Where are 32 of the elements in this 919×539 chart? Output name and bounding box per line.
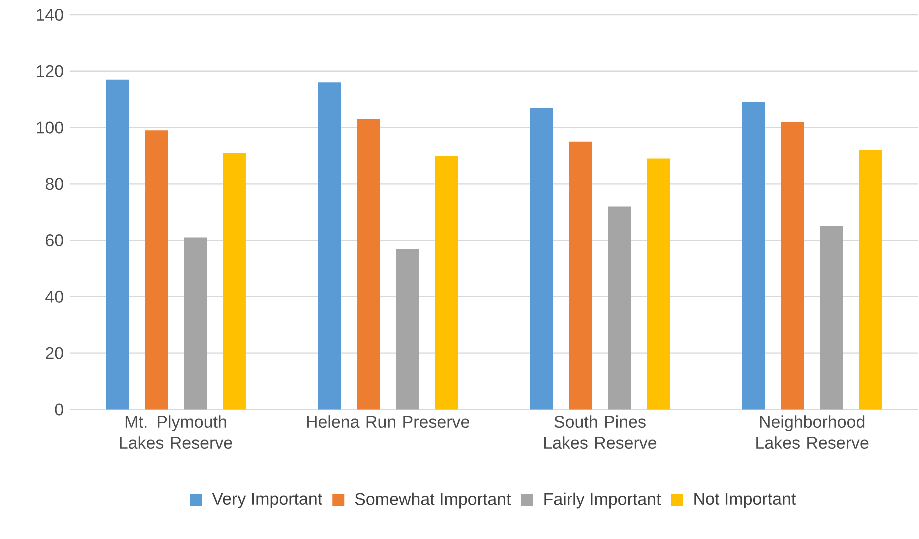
x-tick-label: Neighborhood Lakes Reserve <box>756 416 869 450</box>
bar <box>145 130 168 410</box>
bar <box>781 122 804 410</box>
y-tick-label: 140 <box>37 9 64 22</box>
bar <box>608 206 632 410</box>
y-tick-label: 0 <box>55 404 64 416</box>
x-tick-label: South Pines Lakes Reserve <box>544 416 657 450</box>
bar <box>647 158 670 410</box>
bar <box>318 82 342 410</box>
x-tick-label: Helena Run Preserve <box>307 416 470 428</box>
y-tick-label: 20 <box>46 347 64 360</box>
legend-label: Not Important <box>694 493 796 509</box>
bar <box>859 150 882 410</box>
y-tick-label: 80 <box>46 178 64 190</box>
y-tick-label: 40 <box>46 291 64 304</box>
bar <box>106 80 130 410</box>
y-tick-label: 60 <box>46 234 64 247</box>
bar <box>435 156 458 410</box>
bar <box>396 249 420 410</box>
y-tick-label: 120 <box>37 66 64 78</box>
bar <box>742 102 766 410</box>
x-tick-label: Mt. Plymouth Lakes Reserve <box>120 416 232 450</box>
bar <box>222 153 246 410</box>
legend-label: Fairly Important <box>544 493 662 509</box>
bar <box>569 142 592 410</box>
legend-label: Very Important <box>212 493 322 509</box>
bar <box>184 238 207 410</box>
bar <box>357 119 380 410</box>
bar <box>820 226 844 410</box>
legend-label: Somewhat Important <box>355 493 512 509</box>
bar <box>530 108 554 410</box>
y-tick-label: 100 <box>37 122 64 134</box>
